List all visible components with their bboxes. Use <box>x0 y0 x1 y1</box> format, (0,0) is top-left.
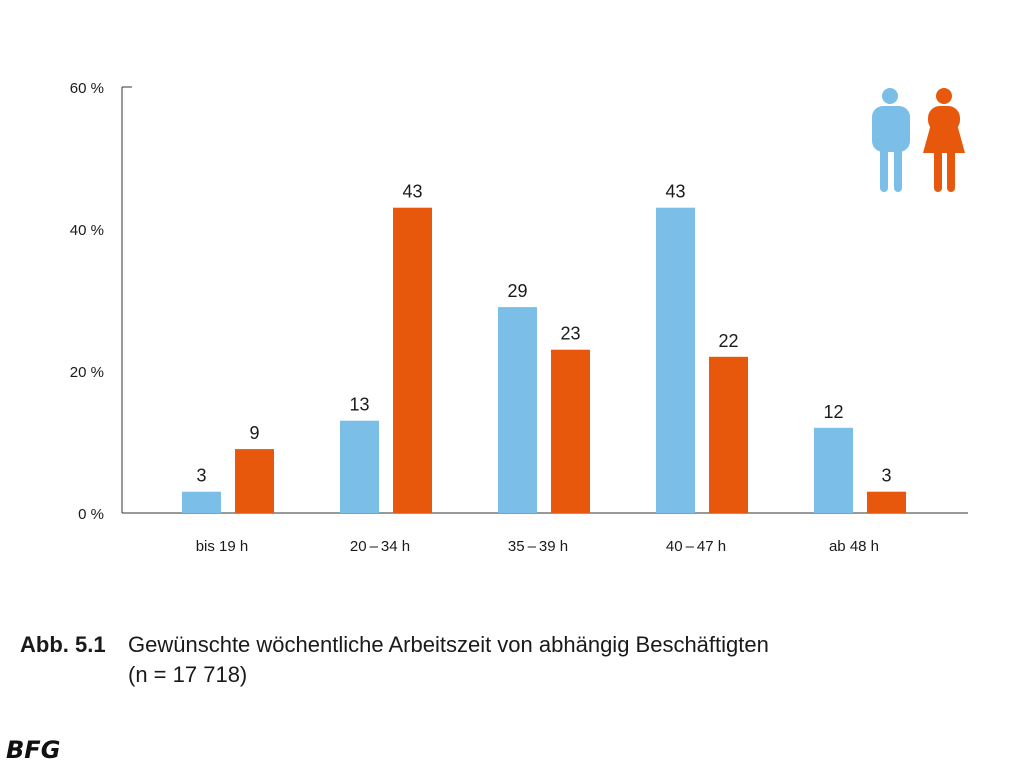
bar-value-label: 23 <box>560 324 580 344</box>
bar-series-2-1 <box>235 449 274 513</box>
male-figure-icon <box>872 88 910 192</box>
x-tick-label: 35 – 39 h <box>508 538 568 555</box>
x-tick-label: 40 – 47 h <box>666 538 726 555</box>
figure-caption: Abb. 5.1 Gewünschte wöchentliche Arbeitsz… <box>20 630 769 690</box>
y-tick-labels: 0 % 20 % 40 % 60 % <box>70 80 104 523</box>
x-tick-label: bis 19 h <box>196 538 249 555</box>
caption-line-2: (n = 17 718) <box>128 662 248 687</box>
x-tick-label: ab 48 h <box>829 538 879 555</box>
bar-value-label: 3 <box>196 466 206 486</box>
bar-series-1-1 <box>182 491 221 513</box>
bar-value-label: 43 <box>402 182 422 202</box>
bars <box>182 207 906 513</box>
bar-value-labels: 3 9 13 43 29 23 43 22 12 3 <box>196 182 891 486</box>
bar-value-label: 3 <box>881 466 891 486</box>
bar-value-label: 13 <box>349 395 369 415</box>
bar-value-label: 29 <box>507 281 527 301</box>
footer-brand: BFG <box>6 736 61 764</box>
bar-series-1-5 <box>814 427 853 513</box>
bar-value-label: 22 <box>718 331 738 351</box>
y-tick-label: 0 % <box>78 506 104 523</box>
caption-label: Abb. 5.1 <box>20 632 106 657</box>
bar-series-2-3 <box>551 349 590 513</box>
bar-series-1-2 <box>340 420 379 513</box>
bar-value-label: 12 <box>823 402 843 422</box>
bar-series-2-4 <box>709 356 748 513</box>
female-figure-icon <box>923 88 965 192</box>
x-tick-labels: bis 19 h 20 – 34 h 35 – 39 h 40 – 47 h ab 48… <box>196 538 879 555</box>
y-tick-label: 60 % <box>70 80 104 97</box>
bar-value-label: 9 <box>249 423 259 443</box>
y-tick-label: 40 % <box>70 222 104 239</box>
bar-series-1-3 <box>498 307 537 513</box>
bar-series-2-2 <box>393 207 432 513</box>
x-tick-label: 20 – 34 h <box>350 538 410 555</box>
caption-title: Gewünschte wöchentliche Arbeitszeit von … <box>128 632 769 657</box>
bar-series-1-4 <box>656 207 695 513</box>
bar-value-label: 43 <box>665 182 685 202</box>
y-tick-label: 20 % <box>70 364 104 381</box>
caption-line-1: Abb. 5.1 Gewünschte wöchentliche Arbeitsz… <box>20 630 769 660</box>
bar-chart: 0 % 20 % 40 % 60 % 3 9 13 43 29 23 43 22 12 3 bis 19… <box>70 80 968 555</box>
legend <box>872 88 965 192</box>
bar-series-2-5 <box>867 491 906 513</box>
